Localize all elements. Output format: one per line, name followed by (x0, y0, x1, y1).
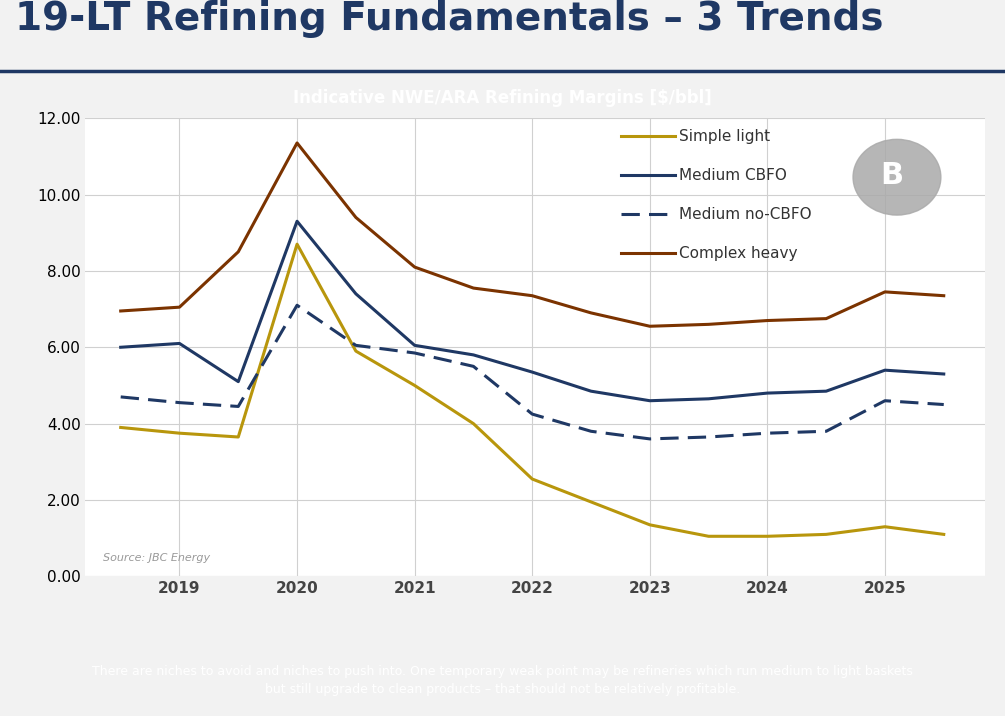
Text: There are niches to avoid and niches to push into. One temporary weak point may : There are niches to avoid and niches to … (92, 665, 913, 696)
Circle shape (853, 140, 941, 215)
Text: B: B (880, 161, 903, 190)
Text: Medium CBFO: Medium CBFO (679, 168, 787, 183)
Text: Complex heavy: Complex heavy (679, 246, 798, 261)
Text: Source: JBC Energy: Source: JBC Energy (104, 553, 210, 563)
Text: Indicative NWE/ARA Refining Margins [$/bbl]: Indicative NWE/ARA Refining Margins [$/b… (293, 90, 712, 107)
Text: 19-LT Refining Fundamentals – 3 Trends: 19-LT Refining Fundamentals – 3 Trends (15, 0, 883, 38)
Text: Simple light: Simple light (679, 129, 770, 144)
Text: Medium no-CBFO: Medium no-CBFO (679, 207, 812, 222)
